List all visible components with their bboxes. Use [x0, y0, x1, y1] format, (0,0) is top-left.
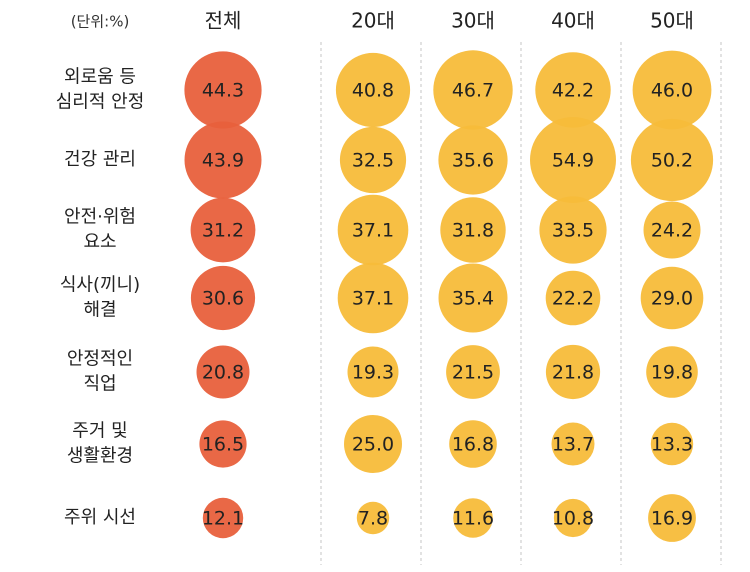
row-label-4-line-1: 직업	[83, 374, 116, 395]
row-label-3-line-0: 식사(끼니)	[60, 275, 140, 296]
bubble-r5-c4	[650, 422, 694, 466]
bubble-r0-c0	[184, 51, 262, 129]
column-header-3: 40대	[551, 9, 595, 33]
bubble-r3-c1	[337, 262, 409, 334]
value-label-r4-c0: 20.8	[202, 362, 244, 384]
value-label-r0-c0: 44.3	[202, 80, 244, 102]
bubble-r2-c3	[539, 196, 607, 264]
value-label-r3-c2: 35.4	[452, 288, 494, 310]
row-label-4-line-0: 안정적인	[67, 349, 133, 370]
row-label-5-line-1: 생활환경	[67, 446, 133, 467]
value-label-r4-c1: 19.3	[352, 362, 394, 384]
value-label-r5-c0: 16.5	[202, 434, 244, 456]
bubble-r3-c3	[545, 270, 601, 326]
bubble-r2-c4	[643, 201, 701, 259]
bubble-r3-c0	[190, 265, 256, 331]
value-label-r2-c3: 33.5	[552, 220, 594, 242]
row-label-2-line-1: 요소	[83, 232, 116, 253]
bubble-r5-c2	[449, 420, 497, 468]
row-label-6-line-0: 주위 시선	[64, 507, 136, 528]
row-label-2-line-0: 안전·위험	[64, 207, 136, 228]
bubble-r1-c1	[339, 126, 407, 194]
row-label-1-line-0: 건강 관리	[64, 149, 136, 170]
value-label-r4-c2: 21.5	[452, 362, 494, 384]
bubble-r0-c4	[632, 50, 712, 130]
bubble-r6-c4	[648, 494, 696, 542]
bubble-r1-c0	[184, 121, 262, 199]
column-header-4: 50대	[650, 9, 694, 33]
value-label-r3-c0: 30.6	[202, 288, 244, 310]
value-label-r6-c1: 7.8	[358, 508, 388, 530]
bubble-r0-c2	[433, 50, 513, 130]
value-label-r5-c1: 25.0	[352, 434, 394, 456]
row-label-3-line-1: 해결	[83, 300, 116, 321]
bubble-r5-c3	[551, 422, 595, 466]
row-label-0-line-0: 외로움 등	[64, 67, 136, 88]
column-header-2: 30대	[451, 9, 495, 33]
value-label-r5-c2: 16.8	[452, 434, 494, 456]
bubble-r0-c1	[335, 52, 411, 128]
column-header-0: 전체	[205, 9, 242, 33]
bubble-r5-c0	[199, 420, 247, 468]
bubble-r1-c2	[438, 125, 508, 195]
value-label-r5-c4: 13.3	[651, 434, 693, 456]
value-label-r6-c2: 11.6	[452, 508, 494, 530]
value-label-r3-c3: 22.2	[552, 288, 594, 310]
bubble-r6-c3	[553, 498, 593, 538]
value-label-r1-c3: 54.9	[552, 150, 594, 172]
unit-label: (단위:%)	[71, 13, 130, 31]
value-label-r4-c4: 19.8	[651, 362, 693, 384]
value-label-r6-c4: 16.9	[651, 508, 693, 530]
bubble-r0-c3	[535, 52, 611, 128]
bubble-r4-c1	[347, 346, 399, 398]
bubble-r3-c4	[640, 266, 704, 330]
value-label-r0-c3: 42.2	[552, 80, 594, 102]
value-label-r1-c2: 35.6	[452, 150, 494, 172]
bubble-r2-c0	[190, 197, 256, 263]
bubble-r2-c1	[337, 194, 409, 266]
value-label-r0-c2: 46.7	[452, 80, 494, 102]
value-label-r3-c1: 37.1	[352, 288, 394, 310]
bubble-r6-c2	[453, 498, 493, 538]
value-label-r6-c3: 10.8	[552, 508, 594, 530]
bubble-r1-c3	[530, 117, 616, 203]
value-label-r2-c0: 31.2	[202, 220, 244, 242]
bubble-r5-c1	[344, 415, 402, 473]
bubble-r6-c0	[202, 497, 244, 539]
row-label-0-line-1: 심리적 안정	[56, 92, 145, 113]
bubble-r3-c2	[438, 263, 508, 333]
bubble-r4-c2	[446, 345, 500, 399]
value-label-r0-c1: 40.8	[352, 80, 394, 102]
value-label-r2-c4: 24.2	[651, 220, 693, 242]
row-label-5-line-0: 주거 및	[72, 421, 127, 442]
value-label-r1-c1: 32.5	[352, 150, 394, 172]
value-label-r6-c0: 12.1	[202, 508, 244, 530]
value-label-r2-c2: 31.8	[452, 220, 494, 242]
bubble-r1-c4	[630, 118, 714, 202]
bubble-r6-c1	[356, 501, 390, 535]
value-label-r5-c3: 13.7	[552, 434, 594, 456]
bubble-r2-c2	[440, 197, 506, 263]
value-label-r1-c0: 43.9	[202, 150, 244, 172]
value-label-r2-c1: 37.1	[352, 220, 394, 242]
bubble-r4-c3	[545, 344, 601, 400]
value-label-r0-c4: 46.0	[651, 80, 693, 102]
value-label-r4-c3: 21.8	[552, 362, 594, 384]
bubble-r4-c4	[646, 346, 698, 398]
column-header-1: 20대	[351, 9, 395, 33]
value-label-r3-c4: 29.0	[651, 288, 693, 310]
value-label-r1-c4: 50.2	[651, 150, 693, 172]
bubble-r4-c0	[196, 345, 250, 399]
